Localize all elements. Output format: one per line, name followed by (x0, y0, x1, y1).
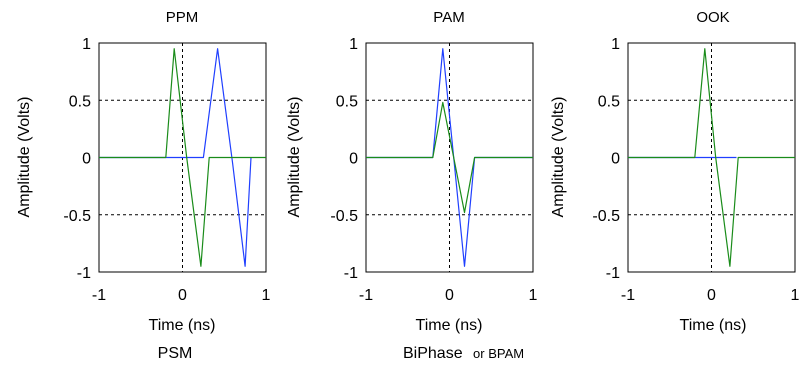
y-tick-label: 0.5 (336, 93, 358, 110)
y-tick-label: -0.5 (330, 208, 358, 225)
y-tick-label: 0 (611, 151, 620, 168)
y-tick-label: -1 (344, 265, 358, 282)
x-tick-label: 1 (791, 287, 800, 304)
series-line (366, 101, 533, 214)
x-tick-label: 0 (445, 287, 454, 304)
panel-caption: PSM (158, 345, 193, 362)
series-line (628, 48, 795, 267)
y-tick-label: 1 (349, 36, 358, 53)
y-tick-label: 0 (82, 151, 91, 168)
y-tick-label: 1 (82, 36, 91, 53)
caption-main: BiPhase (403, 345, 463, 362)
y-tick-label: 1 (611, 36, 620, 53)
panel-ook: OOK Amplitude (Volts) Time (ns) 1 0.5 0 -0.… (550, 9, 800, 334)
y-axis-label: Amplitude (Volts) (550, 97, 567, 218)
y-tick-label: -0.5 (63, 208, 91, 225)
panel-pam: PAM Amplitude (Volts) Time (ns) BiPhase … (286, 9, 538, 362)
series-line (99, 48, 252, 267)
x-axis-label: Time (ns) (149, 317, 216, 334)
panel-caption: BiPhase or BPAM (403, 345, 524, 362)
x-tick-label: -1 (359, 287, 373, 304)
chart-title: OOK (696, 9, 729, 26)
x-tick-label: 1 (262, 287, 271, 304)
x-tick-label: -1 (621, 287, 635, 304)
x-axis-label: Time (ns) (416, 317, 483, 334)
caption-suffix: or BPAM (473, 346, 524, 361)
x-tick-label: 0 (178, 287, 187, 304)
y-tick-label: -1 (606, 265, 620, 282)
x-axis-label: Time (ns) (680, 317, 747, 334)
y-axis-label: Amplitude (Volts) (16, 97, 33, 218)
x-tick-label: -1 (92, 287, 106, 304)
y-axis-label: Amplitude (Volts) (286, 97, 303, 218)
y-tick-label: 0.5 (598, 93, 620, 110)
y-tick-label: 0 (349, 151, 358, 168)
panel-ppm: PPM Amplitude (Volts) Time (ns) PSM 1 0.5… (16, 9, 271, 362)
x-tick-label: 1 (529, 287, 538, 304)
y-tick-label: -0.5 (592, 208, 620, 225)
chart-title: PPM (166, 9, 199, 26)
y-tick-label: 0.5 (69, 93, 91, 110)
chart-title: PAM (433, 9, 464, 26)
y-tick-label: -1 (77, 265, 91, 282)
series-line (99, 48, 266, 267)
x-tick-label: 0 (707, 287, 716, 304)
